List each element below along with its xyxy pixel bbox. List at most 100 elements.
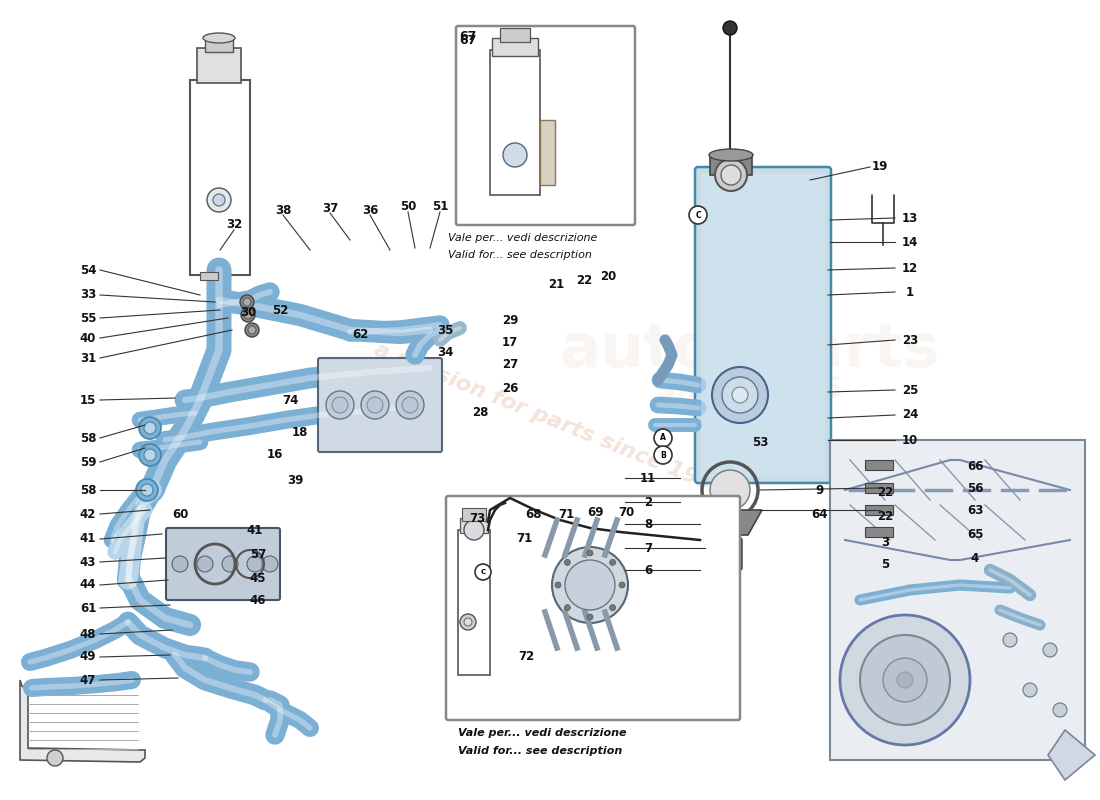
Text: 44: 44 — [79, 578, 97, 591]
Text: C: C — [481, 569, 485, 575]
Text: 14: 14 — [902, 235, 918, 249]
Circle shape — [144, 449, 156, 461]
Text: 71: 71 — [516, 531, 532, 545]
Text: 41: 41 — [80, 533, 96, 546]
Text: 37: 37 — [322, 202, 338, 214]
Circle shape — [248, 326, 256, 334]
Circle shape — [723, 21, 737, 35]
Text: 43: 43 — [80, 555, 96, 569]
Bar — [190, 80, 250, 275]
Bar — [830, 440, 1085, 760]
Text: 42: 42 — [80, 507, 96, 521]
Circle shape — [712, 367, 768, 423]
Circle shape — [724, 549, 736, 561]
Text: 6: 6 — [644, 563, 652, 577]
Circle shape — [609, 605, 616, 610]
Circle shape — [367, 397, 383, 413]
Circle shape — [464, 520, 484, 540]
Circle shape — [1003, 633, 1018, 647]
FancyBboxPatch shape — [695, 167, 830, 483]
Text: 23: 23 — [902, 334, 918, 346]
FancyBboxPatch shape — [446, 496, 740, 720]
Bar — [197, 48, 241, 83]
Text: 50: 50 — [399, 201, 416, 214]
Text: 47: 47 — [80, 674, 96, 686]
Text: 53: 53 — [751, 435, 768, 449]
Circle shape — [715, 159, 747, 191]
Text: 54: 54 — [79, 263, 97, 277]
Text: 52: 52 — [272, 303, 288, 317]
Text: 29: 29 — [502, 314, 518, 326]
Text: 27: 27 — [502, 358, 518, 371]
FancyBboxPatch shape — [456, 26, 635, 225]
Bar — [710, 155, 752, 175]
Text: 69: 69 — [587, 506, 604, 519]
Text: 4: 4 — [971, 551, 979, 565]
Text: 28: 28 — [472, 406, 488, 418]
Circle shape — [139, 444, 161, 466]
Circle shape — [840, 615, 970, 745]
Circle shape — [722, 377, 758, 413]
Text: 35: 35 — [437, 323, 453, 337]
Text: 39: 39 — [287, 474, 304, 486]
Text: Vale per... vedi descrizione: Vale per... vedi descrizione — [448, 233, 597, 243]
Text: 3: 3 — [881, 535, 889, 549]
FancyBboxPatch shape — [318, 358, 442, 452]
Circle shape — [460, 614, 476, 630]
Text: 12: 12 — [902, 262, 918, 274]
Circle shape — [475, 564, 491, 580]
Text: 33: 33 — [80, 289, 96, 302]
Text: A: A — [660, 434, 666, 442]
Text: 55: 55 — [79, 311, 97, 325]
Text: 26: 26 — [502, 382, 518, 394]
Text: 13: 13 — [902, 211, 918, 225]
Text: 22: 22 — [576, 274, 592, 287]
Text: 49: 49 — [79, 650, 97, 663]
Text: 71: 71 — [558, 509, 574, 522]
Text: 18: 18 — [292, 426, 308, 438]
Circle shape — [136, 479, 158, 501]
Text: 38: 38 — [275, 203, 292, 217]
Circle shape — [139, 417, 161, 439]
Text: 70: 70 — [618, 506, 634, 519]
Bar — [865, 483, 893, 493]
Text: 16: 16 — [267, 449, 283, 462]
Circle shape — [172, 556, 188, 572]
Circle shape — [724, 569, 736, 581]
Text: 9: 9 — [816, 483, 824, 497]
Bar — [490, 50, 540, 195]
FancyBboxPatch shape — [701, 173, 825, 477]
Bar — [492, 38, 538, 56]
Text: 51: 51 — [432, 201, 448, 214]
Text: 17: 17 — [502, 335, 518, 349]
Text: 30: 30 — [240, 306, 256, 319]
Text: 68: 68 — [525, 509, 541, 522]
Text: 60: 60 — [172, 509, 188, 522]
Bar — [458, 530, 490, 675]
Bar — [865, 460, 893, 470]
Circle shape — [1023, 683, 1037, 697]
Bar — [460, 518, 488, 533]
Circle shape — [213, 194, 226, 206]
Text: 34: 34 — [437, 346, 453, 358]
Circle shape — [710, 470, 750, 510]
Text: 10: 10 — [902, 434, 918, 446]
Circle shape — [464, 618, 472, 626]
Circle shape — [654, 429, 672, 447]
Circle shape — [361, 391, 389, 419]
Circle shape — [396, 391, 424, 419]
Ellipse shape — [710, 149, 754, 161]
Bar — [462, 508, 486, 521]
Circle shape — [587, 614, 593, 620]
Text: 22: 22 — [877, 486, 893, 498]
Circle shape — [896, 672, 913, 688]
Bar — [200, 272, 218, 280]
Text: 67: 67 — [460, 34, 476, 46]
Text: C: C — [695, 210, 701, 219]
Circle shape — [564, 605, 571, 610]
Bar — [865, 527, 893, 537]
Text: B: B — [660, 450, 666, 459]
Circle shape — [654, 446, 672, 464]
Circle shape — [564, 559, 571, 566]
Bar — [205, 38, 233, 52]
